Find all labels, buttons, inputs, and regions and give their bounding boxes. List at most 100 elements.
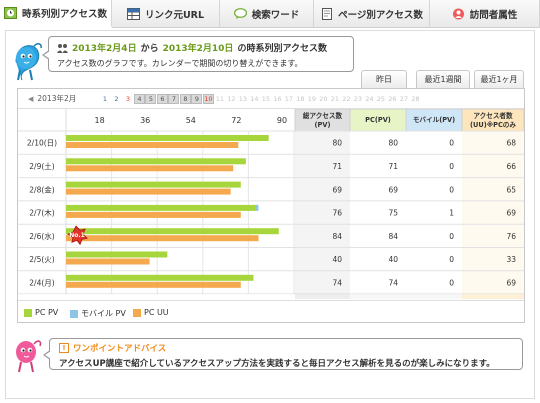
tab-label: 時系列別アクセス数 bbox=[21, 9, 108, 20]
totals-uu-bg bbox=[462, 294, 524, 299]
legend-pc-uu: PC UU bbox=[133, 308, 169, 317]
cell-total: 80 bbox=[332, 139, 342, 148]
tab-visitor[interactable]: 訪問者属性 bbox=[430, 0, 540, 28]
calendar-day: 18 bbox=[296, 94, 305, 103]
bar-pc-uu bbox=[66, 258, 150, 265]
tab-label: 訪問者属性 bbox=[469, 10, 518, 21]
col-total-header-label: (PV) bbox=[315, 121, 331, 129]
cell-mobile: 0 bbox=[449, 278, 454, 287]
clock-icon bbox=[3, 7, 17, 19]
calendar-day[interactable]: 2 bbox=[114, 94, 119, 103]
bar-pc-uu bbox=[66, 235, 259, 242]
tab-page[interactable]: ページ別アクセス数 bbox=[314, 0, 430, 28]
cell-uu: 69 bbox=[506, 209, 516, 218]
calendar-day[interactable]: 1 bbox=[102, 94, 107, 103]
totals-mobile-bg bbox=[406, 294, 462, 299]
calendar-day[interactable]: 8 bbox=[179, 93, 191, 104]
cell-pc: 75 bbox=[388, 209, 398, 218]
calendar-day[interactable]: 10 bbox=[202, 93, 214, 104]
col-uu-header-label: アクセス者数 bbox=[473, 111, 513, 120]
calendar-day: 22 bbox=[342, 94, 351, 103]
cell-uu: 66 bbox=[506, 162, 516, 171]
totals-legend-area bbox=[18, 294, 295, 299]
cell-pc: 74 bbox=[388, 278, 398, 287]
axis-tick-label: 36 bbox=[140, 116, 150, 125]
tab-label: 検索ワード bbox=[251, 10, 300, 21]
cell-uu: 33 bbox=[506, 255, 516, 264]
calendar-day[interactable]: 9 bbox=[191, 93, 203, 104]
tab-bar: 時系列別アクセス数 リンク元URL 検索ワード ページ別アクセス数 訪問者属性 bbox=[0, 0, 540, 28]
calendar-day: 17 bbox=[284, 94, 294, 103]
period-month-button[interactable]: 最近1ヶ月 bbox=[474, 70, 524, 88]
period-week-button[interactable]: 最近1週間 bbox=[416, 70, 470, 88]
access-chart: 18 36 54 72 90 総アクセス数(PV) PC(PV) モバイル(PV) アクセス者数… bbox=[18, 109, 524, 299]
chart-legend: PC PV モバイル PV PC UU bbox=[18, 300, 524, 322]
calendar-day[interactable]: 4 bbox=[133, 93, 145, 104]
calendar-day: 20 bbox=[319, 94, 328, 103]
cell-mobile: 0 bbox=[449, 139, 454, 148]
cell-total: 69 bbox=[332, 185, 342, 194]
axis-tick-label: 90 bbox=[277, 116, 287, 125]
exclamation-icon: ! bbox=[59, 343, 69, 353]
table-icon bbox=[126, 8, 140, 20]
cell-total: 74 bbox=[332, 278, 342, 287]
calendar-day: 15 bbox=[261, 94, 271, 103]
cell-mobile: 0 bbox=[449, 185, 454, 194]
cell-uu: 69 bbox=[506, 278, 516, 287]
page-icon bbox=[320, 8, 333, 20]
page-title: 2013年2月4日 から 2013年2月10日 の時系列別アクセス数 bbox=[57, 41, 345, 54]
totals-pc-bg bbox=[350, 294, 406, 299]
cell-pc: 84 bbox=[388, 232, 398, 241]
no1-badge-label: No.1 bbox=[69, 232, 85, 239]
legend-mobile-pv: モバイル PV bbox=[70, 308, 126, 319]
calendar-day: 24 bbox=[365, 94, 374, 103]
cell-uu: 76 bbox=[506, 232, 516, 241]
pink-mascot-icon bbox=[16, 340, 42, 373]
row-date-label: 2/4(月) bbox=[29, 278, 54, 287]
calendar-day: 16 bbox=[273, 94, 282, 103]
calendar-day: 19 bbox=[307, 94, 317, 103]
axis-tick-label: 72 bbox=[231, 116, 241, 125]
calendar-day: 23 bbox=[353, 94, 363, 103]
advice-text: アクセスUP講座で紹介しているアクセスアップ方法を実践すると毎日アクセス解析を見… bbox=[59, 359, 495, 369]
col-mobile-header-label: モバイル(PV) bbox=[413, 116, 455, 124]
calendar-strip: ◀ 2013年2月 1 2 3 4 5 6 7 8 9 10 11 12 13 14 15 16 17 18 19 2… bbox=[18, 89, 524, 109]
row-date-label: 2/5(火) bbox=[29, 255, 54, 264]
cell-pc: 40 bbox=[388, 255, 398, 264]
bar-pc-pv bbox=[66, 158, 246, 165]
calendar-day[interactable]: 6 bbox=[156, 93, 168, 104]
bar-pc-uu bbox=[66, 211, 241, 218]
speech-bubble-icon bbox=[233, 7, 247, 20]
cell-total: 71 bbox=[332, 162, 342, 171]
bar-pc-uu bbox=[66, 281, 241, 288]
page-subtitle: アクセス数のグラフです。カレンダーで期間の切り替えができます。 bbox=[57, 59, 303, 68]
calendar-day: 13 bbox=[238, 94, 248, 103]
calendar-day[interactable]: 3 bbox=[125, 94, 130, 103]
people-icon bbox=[57, 43, 68, 53]
cell-mobile: 1 bbox=[449, 209, 454, 218]
bar-pc-uu bbox=[66, 142, 239, 148]
tab-clock[interactable]: 時系列別アクセス数 bbox=[0, 0, 112, 28]
cell-total: 76 bbox=[332, 209, 342, 218]
tab-speech-bubble[interactable]: 検索ワード bbox=[220, 0, 314, 28]
calendar-day[interactable]: 5 bbox=[145, 93, 157, 104]
calendar-day: 12 bbox=[227, 94, 236, 103]
row-date-label: 2/10(日) bbox=[27, 139, 57, 148]
period-yesterday-button[interactable]: 昨日 bbox=[361, 70, 407, 88]
cell-uu: 68 bbox=[506, 139, 516, 148]
no1-badge-icon bbox=[66, 225, 89, 246]
bar-pc-pv bbox=[66, 274, 254, 281]
calendar-day: 14 bbox=[250, 94, 259, 103]
row-date-label: 2/6(水) bbox=[29, 231, 54, 241]
cell-uu: 65 bbox=[506, 185, 516, 194]
cell-mobile: 0 bbox=[449, 162, 454, 171]
cell-pc: 71 bbox=[388, 162, 398, 171]
calendar-day[interactable]: 7 bbox=[168, 93, 180, 104]
bar-pc-pv bbox=[66, 135, 269, 141]
tab-table[interactable]: リンク元URL bbox=[112, 0, 220, 28]
row-date-label: 2/9(土) bbox=[29, 161, 54, 171]
bar-pc-pv bbox=[66, 181, 241, 188]
bar-pc-pv bbox=[66, 228, 279, 235]
prev-month-button[interactable]: ◀ bbox=[28, 94, 34, 103]
calendar-day: 21 bbox=[330, 94, 340, 103]
